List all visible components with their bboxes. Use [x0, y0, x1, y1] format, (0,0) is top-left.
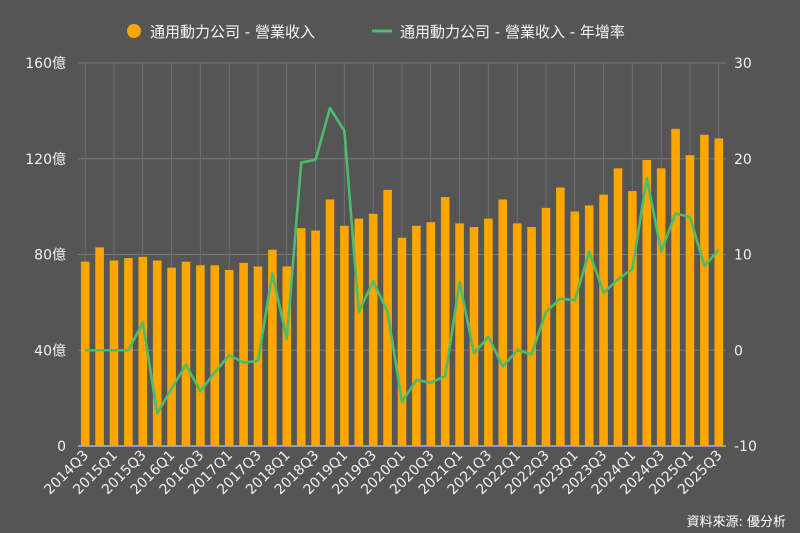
revenue-bar: [109, 260, 119, 446]
revenue-bar: [484, 218, 493, 446]
legend-label-growth: 通用動力公司 - 營業收入 - 年增率: [400, 23, 625, 41]
revenue-bar: [656, 168, 666, 446]
revenue-bar: [224, 270, 234, 446]
revenue-bar: [455, 223, 464, 446]
revenue-bar: [181, 261, 191, 446]
revenue-bar: [354, 218, 364, 446]
revenue-bar: [700, 134, 709, 446]
y-left-tick-label: 120億: [25, 152, 66, 168]
revenue-bar: [642, 159, 652, 446]
y-left-tick-label: 0: [57, 439, 66, 455]
revenue-bar: [311, 230, 320, 446]
revenue-bar: [613, 168, 623, 446]
y-right-tick-label: 20: [734, 152, 752, 168]
revenue-bar: [268, 249, 277, 446]
revenue-bar: [340, 225, 349, 446]
revenue-bar: [296, 228, 306, 446]
revenue-bar: [498, 199, 508, 446]
y-left-tick-label: 160億: [25, 56, 66, 72]
revenue-bar: [556, 187, 565, 446]
revenue-bars: [80, 128, 724, 447]
revenue-bar: [570, 211, 580, 446]
revenue-bar: [541, 207, 551, 446]
legend-bar-marker: [127, 24, 141, 38]
revenue-bar: [95, 247, 104, 446]
revenue-bar: [440, 197, 450, 446]
revenue-bar: [152, 260, 162, 446]
revenue-bar: [685, 155, 695, 447]
y-right-tick-label: 10: [734, 248, 752, 264]
y-left-tick-label: 40億: [34, 343, 66, 359]
revenue-bar: [469, 226, 479, 446]
y-right-tick-label: 30: [734, 56, 752, 72]
legend: 通用動力公司 - 營業收入 通用動力公司 - 營業收入 - 年增率: [127, 23, 625, 41]
revenue-bar: [80, 261, 90, 446]
revenue-bar: [239, 262, 248, 446]
revenue-bar: [196, 265, 205, 446]
y-right-tick-label: -10: [734, 439, 757, 455]
source-note: 資料來源: 優分析: [686, 515, 786, 530]
revenue-bar: [512, 223, 522, 446]
revenue-bar: [527, 226, 536, 446]
y-left-tick-label: 80億: [34, 248, 66, 264]
revenue-bar: [210, 265, 220, 446]
revenue-bar: [412, 225, 421, 446]
revenue-bar: [628, 191, 637, 446]
revenue-bar: [397, 237, 407, 446]
revenue-bar: [584, 205, 594, 446]
revenue-bar: [138, 256, 148, 446]
revenue-bar: [282, 266, 292, 446]
revenue-bar: [368, 213, 378, 446]
revenue-bar: [124, 258, 133, 446]
revenue-bar: [671, 128, 680, 446]
revenue-bar: [714, 138, 724, 446]
legend-label-revenue: 通用動力公司 - 營業收入: [150, 23, 315, 41]
revenue-bar: [167, 267, 176, 446]
revenue-bar: [599, 194, 608, 446]
revenue-bar: [325, 199, 335, 446]
growth-line-series: [85, 106, 720, 415]
revenue-bar: [426, 222, 436, 446]
y-right-tick-label: 0: [734, 343, 743, 359]
